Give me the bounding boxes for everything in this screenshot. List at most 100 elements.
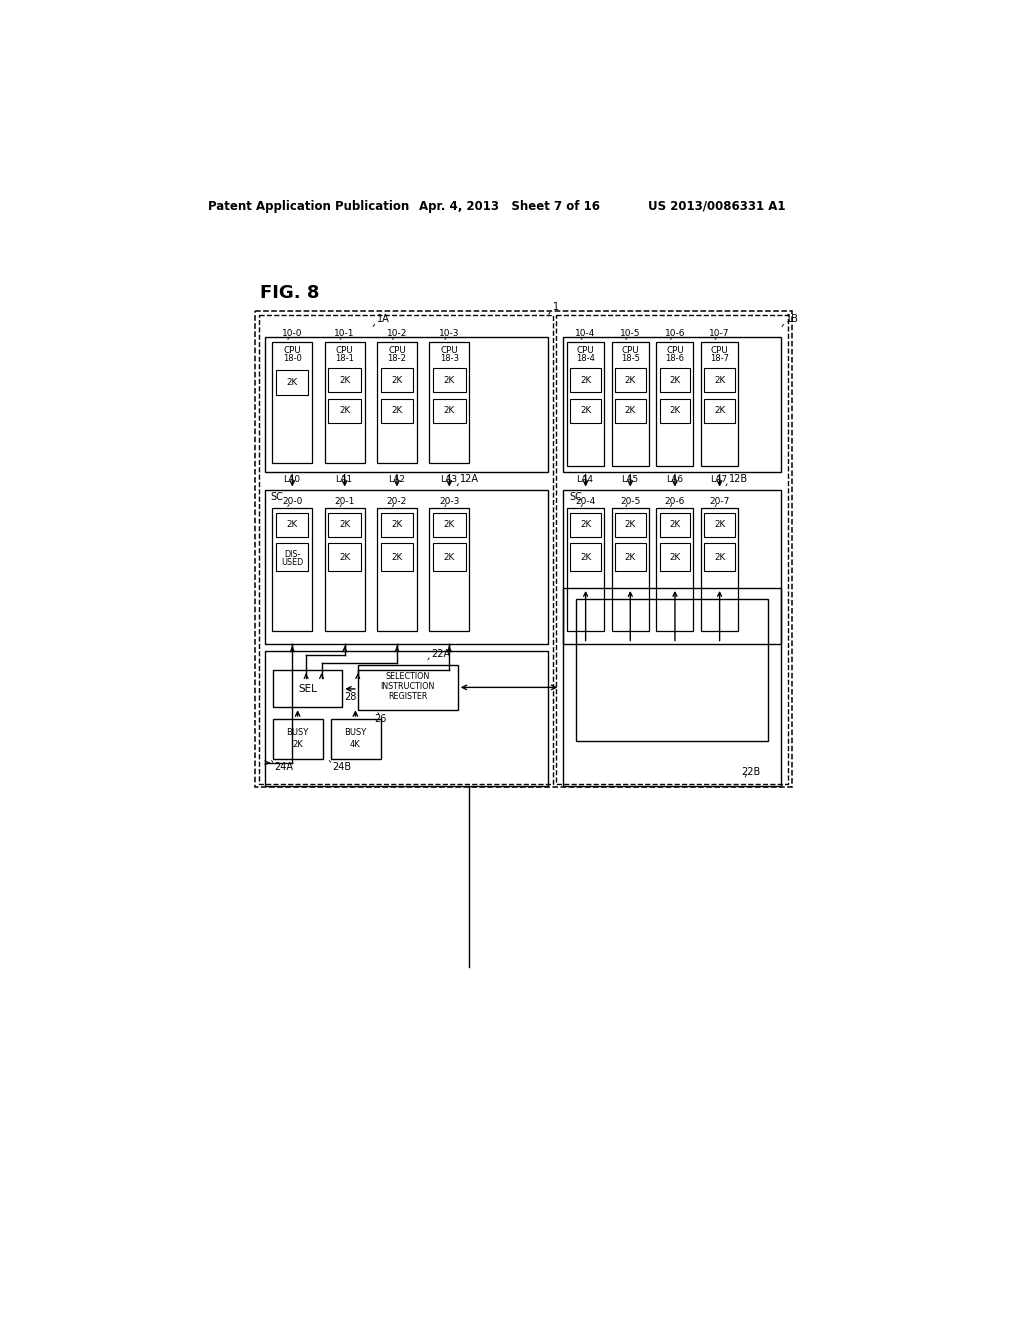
- Text: CPU: CPU: [336, 346, 353, 355]
- Text: 1: 1: [553, 302, 559, 312]
- Text: 18-6: 18-6: [666, 354, 684, 363]
- Text: 4K: 4K: [350, 741, 360, 748]
- Bar: [273, 671, 342, 708]
- Bar: [701, 342, 738, 466]
- Bar: [659, 544, 690, 572]
- Text: 2K: 2K: [443, 407, 455, 416]
- Text: 2K: 2K: [625, 553, 636, 562]
- Bar: [264, 651, 548, 785]
- Text: BUSY: BUSY: [344, 729, 367, 738]
- Text: 2K: 2K: [714, 407, 725, 416]
- Text: REGISTER: REGISTER: [388, 692, 427, 701]
- Text: LA4: LA4: [577, 475, 593, 484]
- Text: 2K: 2K: [391, 553, 402, 562]
- Text: Apr. 4, 2013   Sheet 7 of 16: Apr. 4, 2013 Sheet 7 of 16: [419, 199, 600, 213]
- Text: 2K: 2K: [670, 376, 681, 384]
- Text: 2K: 2K: [714, 376, 725, 384]
- Text: 2K: 2K: [339, 553, 350, 562]
- Bar: [276, 512, 308, 537]
- Bar: [614, 368, 646, 392]
- Bar: [329, 368, 360, 392]
- Bar: [563, 337, 781, 471]
- Text: 2K: 2K: [443, 520, 455, 529]
- Bar: [325, 342, 365, 463]
- Bar: [433, 399, 466, 424]
- Bar: [433, 368, 466, 392]
- Text: 10-5: 10-5: [621, 330, 641, 338]
- Text: CPU: CPU: [388, 346, 406, 355]
- Text: CPU: CPU: [711, 346, 728, 355]
- Text: 2K: 2K: [443, 376, 455, 384]
- Bar: [381, 399, 413, 424]
- Bar: [705, 544, 735, 572]
- Bar: [357, 665, 458, 710]
- Bar: [705, 512, 735, 537]
- Bar: [567, 342, 604, 466]
- Text: 1B: 1B: [785, 314, 799, 325]
- Bar: [659, 512, 690, 537]
- Text: 2K: 2K: [580, 407, 591, 416]
- Text: 2K: 2K: [670, 553, 681, 562]
- Bar: [556, 315, 788, 784]
- Text: 20-5: 20-5: [621, 496, 640, 506]
- Text: CPU: CPU: [577, 346, 595, 355]
- Text: 2K: 2K: [443, 553, 455, 562]
- Bar: [264, 490, 548, 644]
- Text: 2K: 2K: [287, 520, 298, 529]
- Text: 2K: 2K: [339, 407, 350, 416]
- Text: 2K: 2K: [292, 741, 303, 748]
- Text: 2K: 2K: [287, 378, 298, 387]
- Text: 20-7: 20-7: [710, 496, 730, 506]
- Text: 22A: 22A: [431, 648, 450, 659]
- Text: 12A: 12A: [460, 474, 479, 484]
- Text: SEL: SEL: [298, 684, 317, 694]
- Text: 2K: 2K: [580, 520, 591, 529]
- Text: INSTRUCTION: INSTRUCTION: [381, 682, 435, 692]
- Bar: [656, 508, 693, 631]
- Text: 22B: 22B: [740, 767, 760, 777]
- Bar: [567, 508, 604, 631]
- Text: 18-4: 18-4: [577, 354, 595, 363]
- Bar: [570, 368, 601, 392]
- Text: LA7: LA7: [711, 475, 727, 484]
- Bar: [433, 544, 466, 572]
- Bar: [705, 399, 735, 424]
- Text: DIS-: DIS-: [284, 549, 300, 558]
- Bar: [570, 399, 601, 424]
- Text: 18-5: 18-5: [621, 354, 640, 363]
- Text: 1A: 1A: [377, 314, 390, 325]
- Text: 28: 28: [344, 692, 356, 702]
- Text: 18-7: 18-7: [710, 354, 729, 363]
- Bar: [614, 512, 646, 537]
- Text: 2K: 2K: [670, 407, 681, 416]
- Text: LA2: LA2: [388, 475, 404, 484]
- Text: CPU: CPU: [440, 346, 458, 355]
- Text: CPU: CPU: [666, 346, 684, 355]
- Text: LA0: LA0: [283, 475, 300, 484]
- Text: 2K: 2K: [391, 520, 402, 529]
- Text: FIG. 8: FIG. 8: [260, 284, 319, 302]
- Bar: [429, 342, 469, 463]
- Text: 2K: 2K: [391, 376, 402, 384]
- Bar: [273, 719, 323, 759]
- Text: 2K: 2K: [625, 407, 636, 416]
- Text: 2K: 2K: [391, 407, 402, 416]
- Bar: [656, 342, 693, 466]
- Bar: [377, 508, 417, 631]
- Text: 2K: 2K: [670, 520, 681, 529]
- Text: 10-3: 10-3: [439, 330, 460, 338]
- Text: 20-1: 20-1: [335, 496, 354, 506]
- Bar: [614, 399, 646, 424]
- Text: 20-6: 20-6: [665, 496, 685, 506]
- Text: 2K: 2K: [625, 376, 636, 384]
- Bar: [705, 368, 735, 392]
- Text: 2K: 2K: [625, 520, 636, 529]
- Bar: [701, 508, 738, 631]
- Text: USED: USED: [282, 558, 303, 568]
- Text: 2K: 2K: [714, 553, 725, 562]
- Text: LA5: LA5: [621, 475, 638, 484]
- Bar: [255, 312, 792, 787]
- Text: 18-0: 18-0: [283, 354, 302, 363]
- Text: 10-6: 10-6: [665, 330, 685, 338]
- Bar: [325, 508, 365, 631]
